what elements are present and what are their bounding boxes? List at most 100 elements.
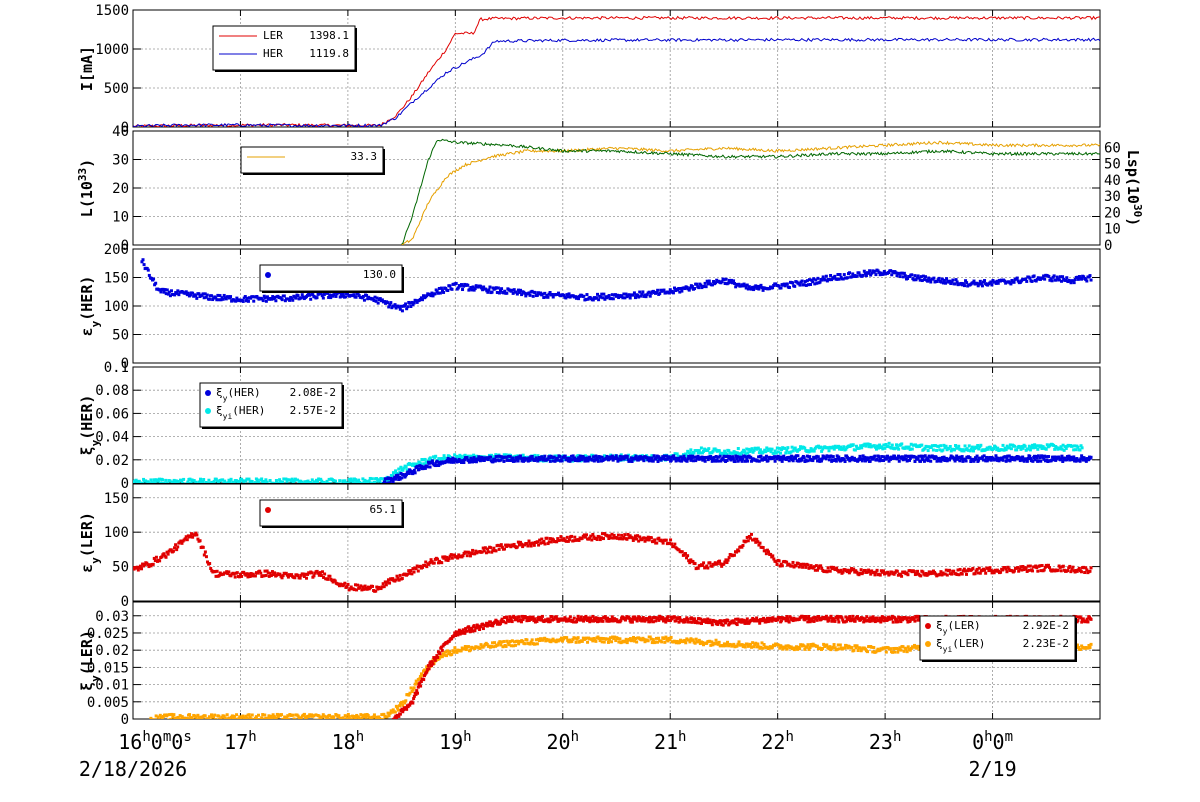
legend: 33.3	[241, 147, 385, 175]
data-point	[686, 554, 689, 557]
data-point	[839, 273, 842, 276]
data-point	[172, 550, 175, 553]
data-point	[626, 455, 629, 458]
data-point	[1024, 445, 1027, 448]
data-point	[158, 559, 161, 562]
data-point	[656, 460, 659, 463]
data-point	[1013, 445, 1016, 448]
data-point	[706, 567, 709, 570]
data-point	[927, 449, 930, 452]
data-point	[906, 573, 909, 576]
data-point	[1080, 570, 1083, 573]
data-point	[523, 642, 526, 645]
data-point	[536, 642, 539, 645]
data-point	[860, 568, 863, 571]
data-point	[759, 448, 762, 451]
data-point	[647, 639, 650, 642]
y-axis-title: L(1033)	[76, 159, 97, 217]
data-point	[388, 582, 391, 585]
data-point	[429, 456, 432, 459]
data-point	[274, 299, 277, 302]
data-point	[1090, 456, 1093, 459]
data-point	[431, 459, 434, 462]
data-point	[665, 539, 668, 542]
data-point	[471, 549, 474, 552]
data-point	[1085, 280, 1088, 283]
data-point	[1088, 274, 1091, 277]
y2-tick-label: 0	[1104, 238, 1112, 254]
data-point	[502, 460, 505, 463]
data-point	[700, 446, 703, 449]
data-point	[310, 571, 313, 574]
data-point	[344, 295, 347, 298]
data-point	[151, 720, 154, 723]
data-point	[511, 457, 514, 460]
data-point	[543, 455, 546, 458]
data-point	[939, 444, 942, 447]
data-point	[695, 638, 698, 641]
data-point	[377, 302, 380, 305]
data-point	[404, 699, 407, 702]
data-point	[669, 538, 672, 541]
data-point	[899, 275, 902, 278]
legend-swatch-dot	[265, 272, 271, 278]
y-tick-label: 0.1	[104, 360, 129, 376]
data-point	[315, 719, 318, 722]
data-point	[248, 713, 251, 716]
data-point	[582, 295, 585, 298]
data-point	[702, 561, 705, 564]
data-point	[1013, 570, 1016, 573]
data-point	[451, 557, 454, 560]
data-point	[896, 651, 899, 654]
panel-xi-her: 00.020.040.060.080.1ξy(HER)ξy(HER)2.08E-…	[78, 360, 1100, 492]
data-point	[843, 273, 846, 276]
data-point	[708, 561, 711, 564]
data-point	[482, 627, 485, 630]
data-point	[488, 286, 491, 289]
data-point	[461, 288, 464, 291]
data-point	[932, 449, 935, 452]
data-point	[391, 720, 394, 723]
data-point	[876, 569, 879, 572]
data-point	[332, 716, 335, 719]
y-tick-label: 0.06	[95, 406, 129, 422]
data-point	[786, 282, 789, 285]
data-point	[920, 444, 923, 447]
data-point	[164, 556, 167, 559]
data-point	[891, 444, 894, 447]
data-point	[718, 560, 721, 563]
data-point	[907, 645, 910, 648]
y2-tick-label: 60	[1104, 140, 1121, 156]
data-point	[948, 569, 951, 572]
data-point	[959, 568, 962, 571]
data-point	[559, 535, 562, 538]
data-point	[254, 574, 257, 577]
data-point	[808, 455, 811, 458]
data-point	[617, 534, 620, 537]
data-point	[489, 546, 492, 549]
data-point	[1028, 277, 1031, 280]
data-point	[425, 671, 428, 674]
data-point	[888, 442, 891, 445]
data-point	[1030, 280, 1033, 283]
data-point	[561, 459, 564, 462]
data-point	[436, 656, 439, 659]
data-point	[465, 648, 468, 651]
data-point	[670, 636, 673, 639]
data-point	[494, 549, 497, 552]
data-point	[446, 289, 449, 292]
data-point	[570, 535, 573, 538]
data-point	[424, 458, 427, 461]
data-point	[585, 533, 588, 536]
data-point	[517, 459, 520, 462]
data-point	[348, 715, 351, 718]
data-point	[309, 298, 312, 301]
data-point	[328, 575, 331, 578]
legend-value: 2.57E-2	[290, 404, 336, 417]
data-point	[662, 542, 665, 545]
data-point	[727, 559, 730, 562]
